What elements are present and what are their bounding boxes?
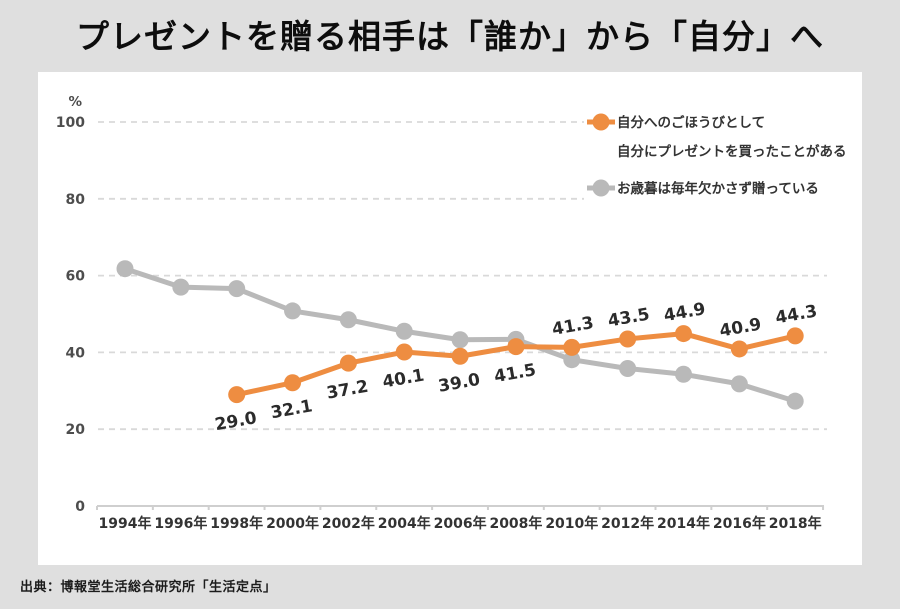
data-point xyxy=(619,360,637,378)
data-label: 37.2 xyxy=(325,377,370,404)
data-label: 39.0 xyxy=(437,370,482,397)
data-point xyxy=(675,365,692,383)
source-note: 出典：博報堂生活総合研究所「生活定点」 xyxy=(20,580,277,595)
data-point xyxy=(507,338,525,356)
data-point xyxy=(786,327,804,345)
y-tick-label: 60 xyxy=(66,269,86,285)
data-label: 41.5 xyxy=(493,360,538,387)
data-label: 43.5 xyxy=(606,305,651,332)
data-point xyxy=(228,386,246,404)
x-tick-label: 1998年 xyxy=(210,515,263,532)
data-point xyxy=(451,347,469,365)
data-point xyxy=(339,311,357,329)
x-tick-label: 2008年 xyxy=(489,515,542,532)
page-title: プレゼントを贈る相手は「誰か」から「自分」へ xyxy=(76,17,824,56)
x-tick-label: 2010年 xyxy=(545,515,598,532)
legend-marker-dot xyxy=(592,179,610,197)
y-tick-label: 40 xyxy=(66,345,86,361)
y-tick-label: 100 xyxy=(56,115,85,131)
data-label: 40.1 xyxy=(381,366,426,393)
x-tick-label: 2018年 xyxy=(769,515,822,532)
data-point xyxy=(451,331,469,349)
data-label: 41.3 xyxy=(551,313,596,340)
x-tick-label: 2004年 xyxy=(378,515,431,532)
data-point xyxy=(395,343,413,361)
data-point xyxy=(786,392,804,410)
data-point xyxy=(730,340,748,358)
legend-bg xyxy=(584,108,846,164)
data-point xyxy=(619,330,637,348)
data-point xyxy=(339,354,357,372)
data-label: 44.9 xyxy=(662,299,707,326)
data-point xyxy=(395,322,413,340)
data-point xyxy=(284,374,302,392)
legend-label: 自分へのごほうびとして xyxy=(617,114,765,131)
legend-label: お歳暮は毎年欠かさず贈っている xyxy=(617,180,819,197)
x-tick-label: 2014年 xyxy=(657,515,710,532)
x-tick-label: 2000年 xyxy=(266,515,319,532)
data-point xyxy=(116,260,134,278)
data-point xyxy=(172,278,190,296)
y-tick-label: 0 xyxy=(75,499,85,515)
data-point xyxy=(284,302,302,320)
chart-card: % 0 20 40 60 80 100 1994年 1996年 1998年 2000年 2002年 20… xyxy=(38,72,862,565)
data-label: 44.3 xyxy=(774,301,819,328)
data-label: 40.9 xyxy=(718,315,763,342)
data-label: 29.0 xyxy=(213,408,258,435)
x-tick-label: 2016年 xyxy=(713,515,766,532)
legend-bg xyxy=(584,175,836,201)
y-tick-label: 80 xyxy=(66,192,86,208)
x-tick-label: 1994年 xyxy=(99,515,152,532)
y-axis-unit: % xyxy=(68,94,82,110)
data-point xyxy=(228,280,246,298)
data-point xyxy=(563,338,581,356)
legend-label: 自分にプレゼントを買ったことがある xyxy=(617,143,847,160)
x-tick-label: 2012年 xyxy=(601,515,654,532)
data-point xyxy=(563,351,581,369)
legend-marker-dot xyxy=(592,113,610,131)
x-tick-label: 1996年 xyxy=(154,515,207,532)
y-tick-label: 20 xyxy=(66,422,86,438)
data-point xyxy=(730,375,748,393)
data-point xyxy=(675,325,692,343)
x-tick-label: 2006年 xyxy=(434,515,487,532)
data-label: 32.1 xyxy=(269,396,314,423)
x-tick-label: 2002年 xyxy=(322,515,375,532)
